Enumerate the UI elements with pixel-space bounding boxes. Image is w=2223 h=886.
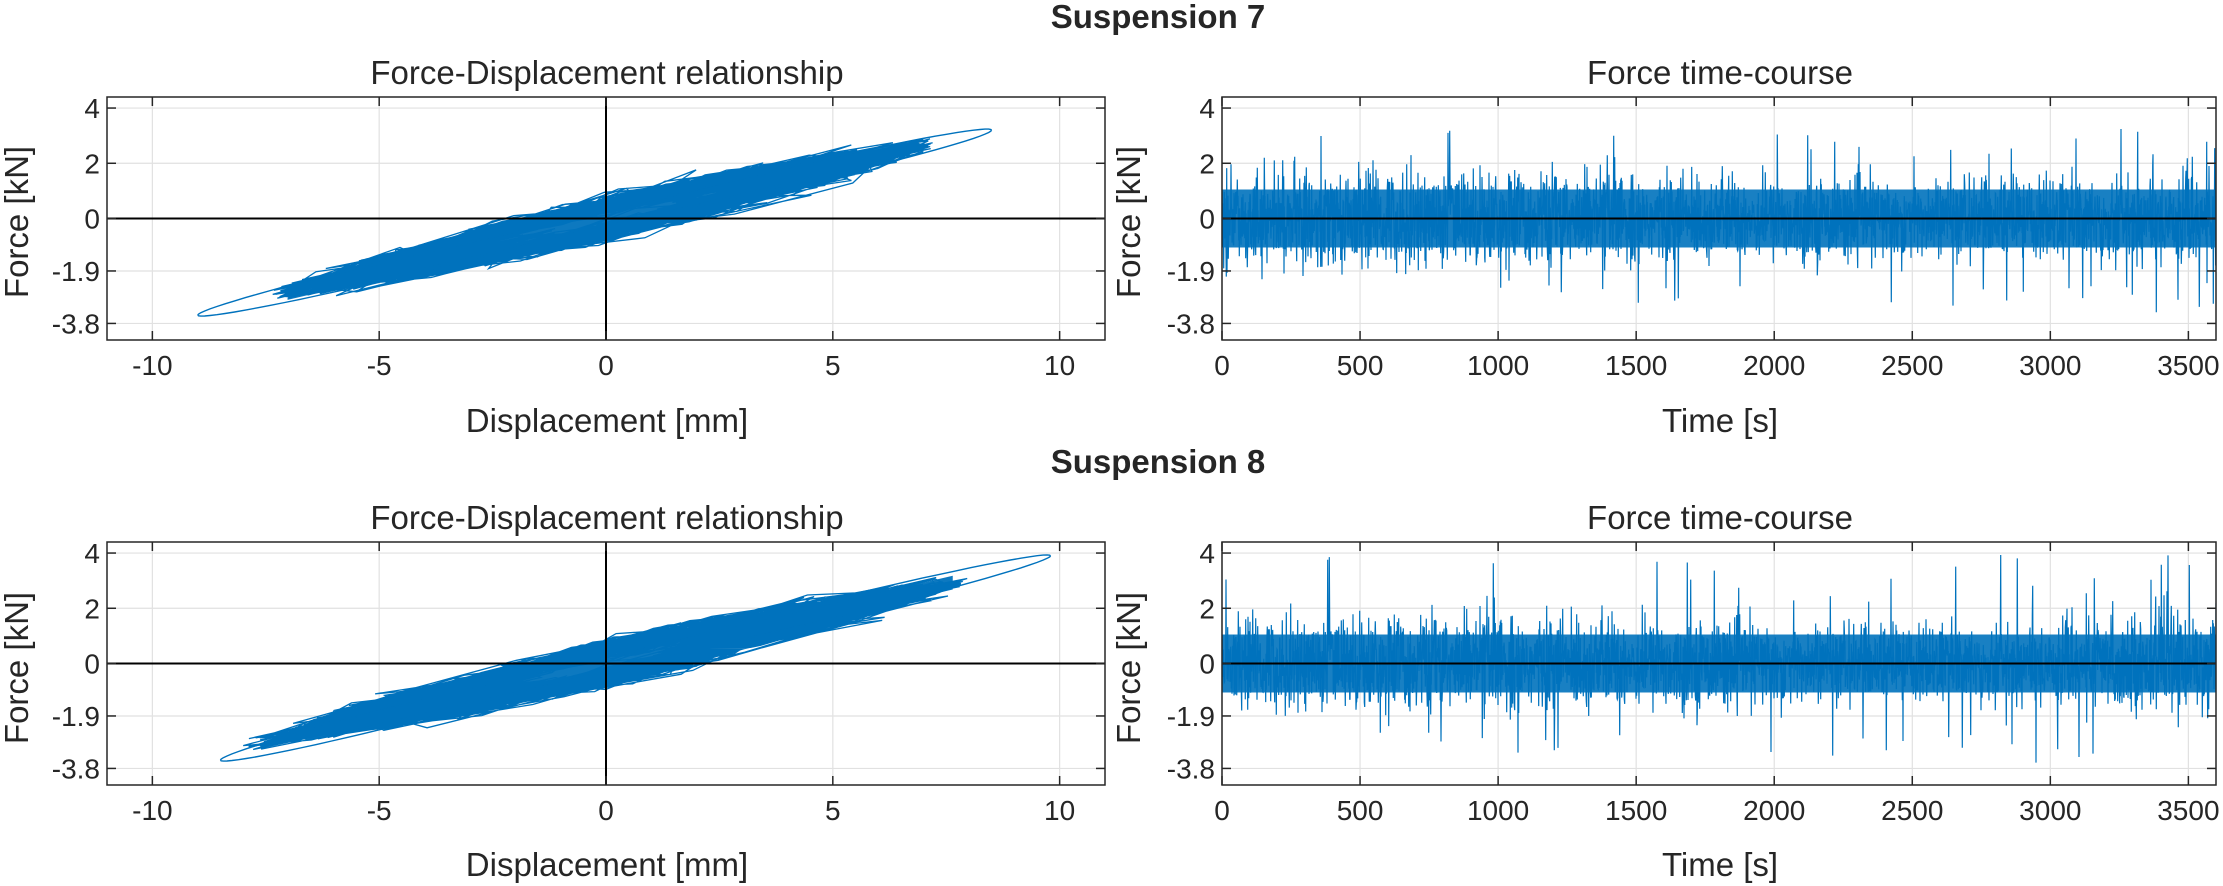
y-tick-label-1: -1.9 bbox=[52, 701, 100, 732]
x-tick-label-7: 3500 bbox=[2157, 350, 2219, 381]
x-tick-label-4: 10 bbox=[1044, 350, 1075, 381]
x-tick-label-3: 5 bbox=[825, 795, 841, 826]
axes-s8-force-displacement: -10 -5 0 5 10 -3.8 -1.9 0 2 4 bbox=[52, 538, 1106, 826]
xlabel-s8-displacement: Displacement [mm] bbox=[466, 846, 748, 883]
y-tick-label-2: 0 bbox=[84, 204, 100, 235]
y-tick-label-4: 4 bbox=[1199, 93, 1215, 124]
x-tick-label-3: 1500 bbox=[1605, 795, 1667, 826]
y-tick-label-3: 2 bbox=[1199, 593, 1215, 624]
x-tick-label-5: 2500 bbox=[1881, 350, 1943, 381]
x-tick-label-2: 0 bbox=[598, 350, 614, 381]
ylabel-s8-force-right: Force [kN] bbox=[1110, 592, 1147, 744]
panel-title-s8-force-time: Force time-course bbox=[1587, 499, 1853, 536]
xlabel-s7-displacement: Displacement [mm] bbox=[466, 402, 748, 439]
hysteresis-dense-core bbox=[305, 575, 953, 741]
x-tick-label-4: 2000 bbox=[1743, 350, 1805, 381]
suptitle-suspension-8: Suspension 8 bbox=[1051, 443, 1266, 480]
xlabel-s8-time: Time [s] bbox=[1662, 846, 1778, 883]
hysteresis-dense-core bbox=[287, 141, 907, 300]
ylabel-s7-force-left: Force [kN] bbox=[0, 146, 35, 298]
y-tick-label-3: 2 bbox=[84, 593, 100, 624]
x-tick-label-2: 0 bbox=[598, 795, 614, 826]
x-tick-label-0: 0 bbox=[1214, 795, 1230, 826]
y-tick-label-3: 2 bbox=[84, 148, 100, 179]
ylabel-s8-force-left: Force [kN] bbox=[0, 592, 35, 744]
x-tick-label-3: 1500 bbox=[1605, 350, 1667, 381]
y-tick-label-1: -1.9 bbox=[1167, 701, 1215, 732]
y-tick-label-2: 0 bbox=[1199, 649, 1215, 680]
x-tick-label-4: 2000 bbox=[1743, 795, 1805, 826]
y-tick-label-4: 4 bbox=[84, 93, 100, 124]
x-tick-label-2: 1000 bbox=[1467, 350, 1529, 381]
x-tick-label-7: 3500 bbox=[2157, 795, 2219, 826]
panel-title-s8-force-displacement: Force-Displacement relationship bbox=[370, 499, 843, 536]
y-tick-label-0: -3.8 bbox=[1167, 753, 1215, 784]
x-tick-label-1: -5 bbox=[367, 795, 392, 826]
suptitle-suspension-7: Suspension 7 bbox=[1051, 0, 1266, 35]
axes-s8-force-time: 0 500 1000 1500 2000 2500 3000 3500 -3.8 -1.9 0 2 4 bbox=[1167, 538, 2220, 826]
y-tick-label-0: -3.8 bbox=[1167, 308, 1215, 339]
y-tick-label-4: 4 bbox=[1199, 538, 1215, 569]
x-tick-label-5: 2500 bbox=[1881, 795, 1943, 826]
x-tick-label-1: 500 bbox=[1337, 795, 1384, 826]
ylabel-s7-force-right: Force [kN] bbox=[1110, 146, 1147, 298]
x-tick-label-6: 3000 bbox=[2019, 795, 2081, 826]
y-tick-label-0: -3.8 bbox=[52, 753, 100, 784]
xlabel-s7-time: Time [s] bbox=[1662, 402, 1778, 439]
axes-s7-force-displacement: -10 -5 0 5 10 -3.8 -1.9 0 2 4 bbox=[52, 93, 1106, 381]
x-tick-label-0: -10 bbox=[132, 795, 172, 826]
x-tick-label-1: 500 bbox=[1337, 350, 1384, 381]
panel-title-s7-force-time: Force time-course bbox=[1587, 54, 1853, 91]
x-tick-label-6: 3000 bbox=[2019, 350, 2081, 381]
x-tick-label-0: -10 bbox=[132, 350, 172, 381]
y-tick-label-2: 0 bbox=[84, 649, 100, 680]
panel-title-s7-force-displacement: Force-Displacement relationship bbox=[370, 54, 843, 91]
axes-s7-force-time: 0 500 1000 1500 2000 2500 3000 3500 -3.8 -1.9 0 2 4 bbox=[1167, 93, 2220, 381]
y-tick-label-4: 4 bbox=[84, 538, 100, 569]
x-tick-label-3: 5 bbox=[825, 350, 841, 381]
y-tick-label-1: -1.9 bbox=[1167, 256, 1215, 287]
y-tick-label-2: 0 bbox=[1199, 204, 1215, 235]
y-tick-label-0: -3.8 bbox=[52, 308, 100, 339]
x-tick-label-4: 10 bbox=[1044, 795, 1075, 826]
y-tick-label-3: 2 bbox=[1199, 148, 1215, 179]
y-tick-label-1: -1.9 bbox=[52, 256, 100, 287]
x-tick-label-0: 0 bbox=[1214, 350, 1230, 381]
x-tick-label-2: 1000 bbox=[1467, 795, 1529, 826]
x-tick-label-1: -5 bbox=[367, 350, 392, 381]
